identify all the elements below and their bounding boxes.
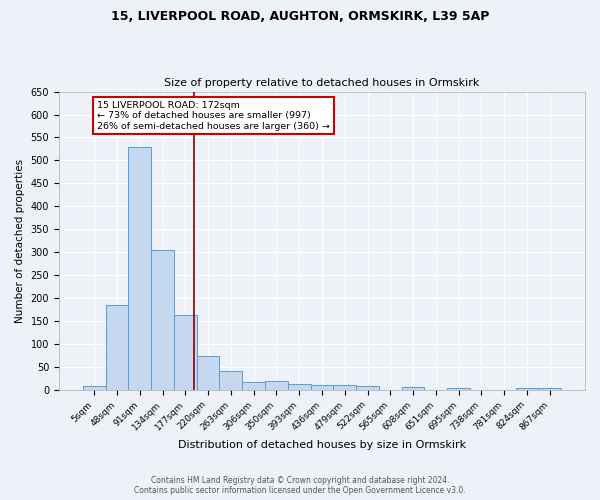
Bar — [356, 386, 379, 390]
Bar — [220, 371, 242, 390]
Bar — [265, 381, 288, 390]
Bar — [538, 388, 561, 390]
Bar — [197, 356, 220, 390]
Text: 15, LIVERPOOL ROAD, AUGHTON, ORMSKIRK, L39 5AP: 15, LIVERPOOL ROAD, AUGHTON, ORMSKIRK, L… — [111, 10, 489, 23]
Y-axis label: Number of detached properties: Number of detached properties — [15, 158, 25, 323]
Bar — [311, 385, 334, 390]
Text: Contains HM Land Registry data © Crown copyright and database right 2024.
Contai: Contains HM Land Registry data © Crown c… — [134, 476, 466, 495]
Title: Size of property relative to detached houses in Ormskirk: Size of property relative to detached ho… — [164, 78, 479, 88]
Bar — [174, 315, 197, 390]
Bar — [401, 387, 424, 390]
Bar — [128, 146, 151, 390]
Bar — [83, 386, 106, 390]
Bar — [151, 250, 174, 390]
X-axis label: Distribution of detached houses by size in Ormskirk: Distribution of detached houses by size … — [178, 440, 466, 450]
Bar — [242, 382, 265, 390]
Bar — [334, 385, 356, 390]
Bar — [515, 388, 538, 390]
Text: 15 LIVERPOOL ROAD: 172sqm
← 73% of detached houses are smaller (997)
26% of semi: 15 LIVERPOOL ROAD: 172sqm ← 73% of detac… — [97, 100, 330, 130]
Bar — [288, 384, 311, 390]
Bar — [106, 305, 128, 390]
Bar — [447, 388, 470, 390]
